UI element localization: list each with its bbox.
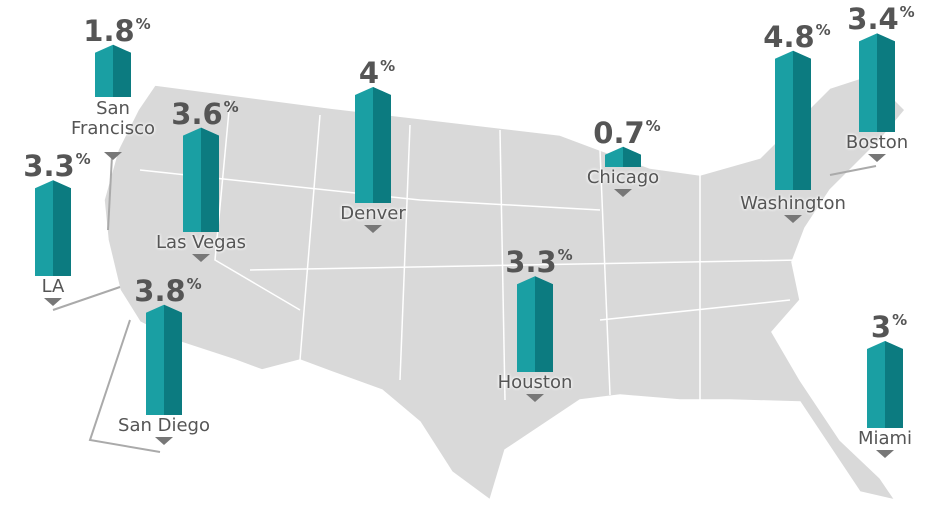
value-label: 3.6% [171, 92, 238, 129]
city-name: LA [42, 277, 65, 297]
value: 3 [870, 310, 892, 344]
unit: % [557, 246, 573, 265]
value: 1.8 [83, 13, 135, 48]
value: 3.3 [23, 149, 75, 184]
pointer [364, 225, 382, 233]
leader-lines [52, 155, 877, 453]
bar-shade [201, 127, 219, 232]
pointer [784, 215, 802, 223]
bar-shade [885, 341, 903, 428]
city: San Diego [118, 415, 210, 436]
value: 4.8 [763, 19, 815, 54]
unit: % [645, 116, 661, 135]
value: 3.8 [134, 273, 186, 308]
city-name: Boston [846, 133, 908, 153]
city-name: Denver [340, 204, 405, 224]
pointer [614, 189, 632, 197]
city: Houston [497, 372, 573, 393]
value: 3.6 [171, 96, 223, 131]
pointer [868, 154, 886, 162]
value-label: 4% [359, 51, 395, 88]
value: 0.7 [593, 115, 645, 150]
city: San Francisco [70, 98, 156, 139]
value-label: 3.4% [847, 0, 914, 34]
unit: % [223, 97, 239, 116]
value-label: 3.8% [134, 269, 201, 306]
value: 4 [358, 56, 380, 90]
pointer [44, 298, 62, 306]
bar-shade [623, 146, 641, 167]
pointer [526, 394, 544, 402]
unit: % [815, 20, 831, 39]
bar-shade [373, 87, 391, 203]
us-map [103, 74, 907, 502]
city-name: San Francisco [63, 99, 163, 139]
unit: % [135, 14, 151, 33]
city: Miami [857, 428, 913, 449]
value-label: 3.3% [23, 144, 90, 181]
unit: % [892, 311, 908, 329]
value: 3.3 [505, 245, 557, 280]
bar-shade [535, 276, 553, 372]
city: Denver [340, 203, 406, 224]
value-label: 0.7% [593, 111, 660, 148]
city-name: San Diego [118, 416, 210, 436]
city: Las Vegas [156, 232, 246, 253]
value-label: 3% [871, 305, 907, 342]
state-borders [139, 99, 801, 401]
unit: % [899, 3, 915, 22]
unit: % [186, 274, 202, 293]
pointer [876, 450, 894, 458]
value-label: 3.3% [505, 240, 572, 277]
bar-shade [53, 180, 71, 276]
bar-shade [164, 304, 182, 415]
unit: % [380, 57, 396, 75]
city: Boston [845, 132, 909, 153]
pointer [104, 152, 122, 160]
city-name: Miami [858, 429, 912, 449]
city-name: Houston [498, 373, 573, 393]
city: Washington [740, 193, 846, 214]
city-name: Chicago [587, 168, 659, 188]
value: 3.4 [847, 2, 899, 37]
pointer [192, 254, 210, 262]
value-label: 1.8% [83, 9, 150, 46]
bar-shade [113, 44, 131, 97]
bar-shade [793, 50, 811, 190]
value-label: 4.8% [763, 15, 830, 52]
unit: % [75, 150, 91, 169]
city: LA [41, 276, 65, 297]
bar-shade [877, 33, 895, 132]
city: Chicago [586, 167, 660, 188]
city-name: Washington [740, 194, 846, 214]
pointer [155, 437, 173, 445]
city-name: Las Vegas [156, 233, 246, 253]
